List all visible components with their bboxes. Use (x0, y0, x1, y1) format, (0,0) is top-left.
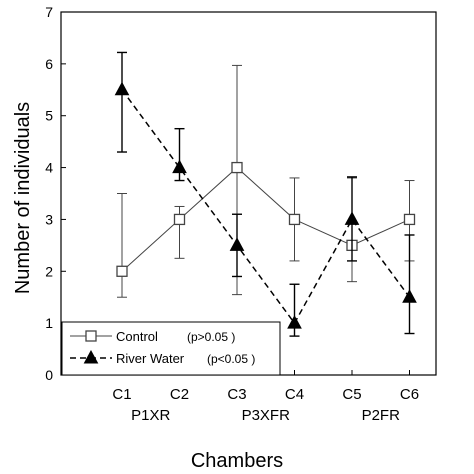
data-point (402, 289, 417, 303)
legend-stat: (p<0.05 ) (207, 352, 255, 366)
legend-entry: River Water (p<0.05 ) (70, 349, 255, 366)
legend-label: River Water (116, 351, 185, 366)
legend: Control (p>0.05 )River Water (p<0.05 ) (61, 321, 281, 376)
data-point (173, 213, 186, 226)
ticks-layer: 0 1 2 3 4 5 6 7 C1 C2 C3 C4 C5 C6 P1XR P3XFR P2FR (45, 4, 419, 424)
y-tick-label: 2 (45, 263, 53, 279)
y-tick-label: 7 (45, 4, 53, 20)
data-point (116, 265, 128, 277)
data-point (231, 161, 243, 174)
y-axis-title: Number of individuals (12, 102, 34, 294)
y-tick-label: 6 (45, 56, 53, 72)
data-point (288, 213, 301, 226)
y-tick-label: 5 (45, 108, 53, 124)
series-layer (114, 51, 417, 337)
group-label: P2FR (362, 407, 401, 424)
x-axis-title: Chambers (191, 450, 283, 472)
legend-marker (83, 349, 99, 364)
x-tick-label: C5 (342, 386, 361, 403)
data-point (229, 237, 245, 251)
legend-stat: (p>0.05 ) (187, 330, 235, 344)
group-label: P1XR (131, 407, 170, 424)
data-point (172, 159, 187, 174)
x-tick-label: C4 (285, 386, 304, 403)
data-point (114, 81, 130, 96)
data-point (287, 315, 302, 329)
data-point (403, 213, 416, 226)
x-tick-label: C1 (112, 386, 131, 403)
series-line (121, 89, 411, 325)
x-tick-label: C6 (400, 386, 419, 403)
series-control (116, 64, 416, 298)
legend-marker (85, 330, 97, 342)
legend-entry: Control (p>0.05 ) (70, 329, 235, 344)
x-tick-label: C2 (170, 386, 189, 403)
series-river-water (114, 51, 417, 337)
data-point (344, 211, 360, 225)
y-tick-label: 4 (45, 160, 53, 176)
y-tick-label: 3 (45, 211, 53, 227)
x-tick-label: C3 (227, 386, 246, 403)
legend-label: Control (116, 329, 158, 344)
y-tick-label: 1 (45, 315, 53, 331)
group-label: P3XFR (242, 407, 291, 424)
y-tick-label: 0 (45, 367, 53, 383)
series-line (121, 166, 410, 272)
legend-box (61, 321, 281, 376)
